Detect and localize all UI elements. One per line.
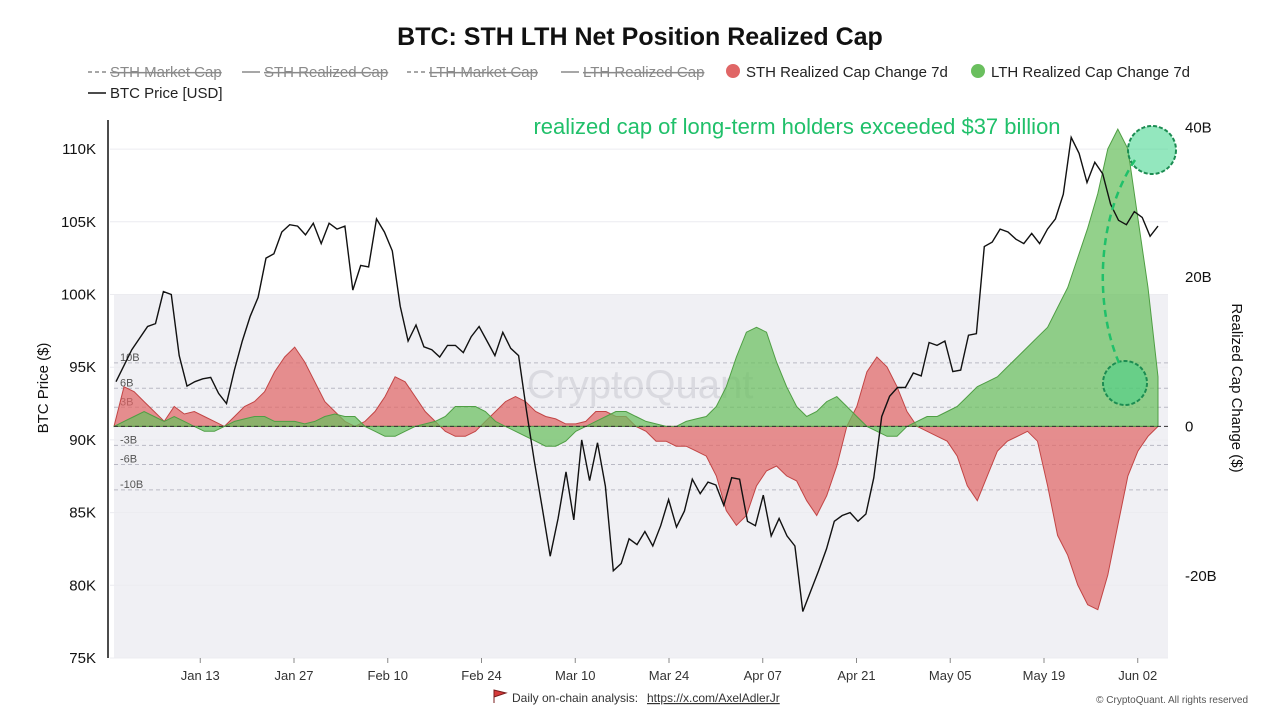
x-tick-1: Jan 27 <box>274 668 313 683</box>
left-tick-0: 110K <box>62 141 96 158</box>
footer-copyright: © CryptoQuant. All rights reserved <box>1096 695 1248 706</box>
legend-item-3[interactable]: LTH Realized Cap <box>561 64 704 81</box>
plot-area: 10B6B3B-3B-6B-10B CryptoQuant realized c… <box>110 114 1177 659</box>
area-series <box>113 127 1159 611</box>
left-axis-ticks: 110K 105K 100K 95K 90K 85K 80K 75K <box>61 141 96 667</box>
highlight-circle-top <box>1127 125 1177 175</box>
x-tick-5: Mar 24 <box>649 668 689 683</box>
legend-item-4[interactable]: STH Realized Cap Change 7d <box>726 64 948 81</box>
x-tick-6: Apr 07 <box>744 668 782 683</box>
legend-label-4: STH Realized Cap Change 7d <box>746 64 948 81</box>
area-lth-realized-cap-change <box>113 127 1159 447</box>
shaded-price-band <box>114 294 1168 658</box>
legend-label-5: LTH Realized Cap Change 7d <box>991 64 1190 81</box>
right-tick-0: 40B <box>1185 119 1212 136</box>
annotation-text: realized cap of long-term holders exceed… <box>533 114 1060 139</box>
ref-line-label-3: -3B <box>120 434 137 446</box>
legend: STH Market Cap STH Realized Cap LTH Market… <box>88 64 1190 102</box>
btc-price-line <box>115 135 1159 612</box>
right-tick-2: 0 <box>1185 418 1193 435</box>
legend-item-0[interactable]: STH Market Cap <box>88 64 222 81</box>
footer: Daily on-chain analysis: https://x.com/A… <box>493 689 1248 706</box>
y-axis-label-right: Realized Cap Change ($) <box>1228 303 1245 472</box>
legend-label-2: LTH Market Cap <box>429 64 538 81</box>
x-tick-3: Feb 24 <box>461 668 501 683</box>
legend-label-3: LTH Realized Cap <box>583 64 704 81</box>
footer-link[interactable]: https://x.com/AxelAdlerJr <box>647 691 780 705</box>
legend-item-2[interactable]: LTH Market Cap <box>407 64 538 81</box>
legend-label-6: BTC Price [USD] <box>110 85 223 102</box>
ref-line-label-5: -10B <box>120 479 143 491</box>
annotation-arrow <box>1101 159 1137 366</box>
annotation-group: realized cap of long-term holders exceed… <box>533 114 1177 406</box>
legend-label-0: STH Market Cap <box>110 64 222 81</box>
x-tick-7: Apr 21 <box>837 668 875 683</box>
legend-label-1: STH Realized Cap <box>264 64 388 81</box>
chart-title: BTC: STH LTH Net Position Realized Cap <box>397 23 883 51</box>
x-tick-2: Feb 10 <box>368 668 408 683</box>
legend-item-1[interactable]: STH Realized Cap <box>242 64 388 81</box>
x-tick-10: Jun 02 <box>1118 668 1157 683</box>
area-sth-realized-cap-change <box>113 346 1159 611</box>
x-tick-9: May 19 <box>1023 668 1066 683</box>
left-tick-6: 80K <box>69 577 96 594</box>
flag-icon <box>493 689 508 703</box>
legend-item-5[interactable]: LTH Realized Cap Change 7d <box>971 64 1190 81</box>
left-tick-4: 90K <box>69 432 96 449</box>
legend-swatch-4 <box>726 64 740 78</box>
price-series <box>115 135 1159 612</box>
left-tick-1: 105K <box>61 214 96 231</box>
x-axis-ticks: Jan 13 Jan 27 Feb 10 Feb 24 Mar 10 Mar 24 Apr … <box>181 658 1157 683</box>
legend-item-6[interactable]: BTC Price [USD] <box>88 85 223 102</box>
left-tick-5: 85K <box>69 505 96 522</box>
right-axis-ticks: 40B 20B 0 -20B <box>1185 119 1217 584</box>
left-tick-2: 100K <box>61 286 96 303</box>
ref-line-label-4: -6B <box>120 453 137 465</box>
x-tick-4: Mar 10 <box>555 668 595 683</box>
x-tick-8: May 05 <box>929 668 972 683</box>
ref-line-label-0: 10B <box>120 352 140 364</box>
left-tick-3: 95K <box>69 359 96 376</box>
right-tick-3: -20B <box>1185 568 1217 585</box>
highlight-circle-bottom <box>1102 360 1148 406</box>
left-tick-7: 75K <box>69 650 96 667</box>
right-tick-1: 20B <box>1185 269 1212 286</box>
x-tick-0: Jan 13 <box>181 668 220 683</box>
legend-swatch-5 <box>971 64 985 78</box>
y-axis-label-left: BTC Price ($) <box>35 343 52 434</box>
watermark: CryptoQuant <box>527 363 754 407</box>
footer-link-label: Daily on-chain analysis: <box>512 691 638 705</box>
ref-line-label-1: 6B <box>120 377 133 389</box>
